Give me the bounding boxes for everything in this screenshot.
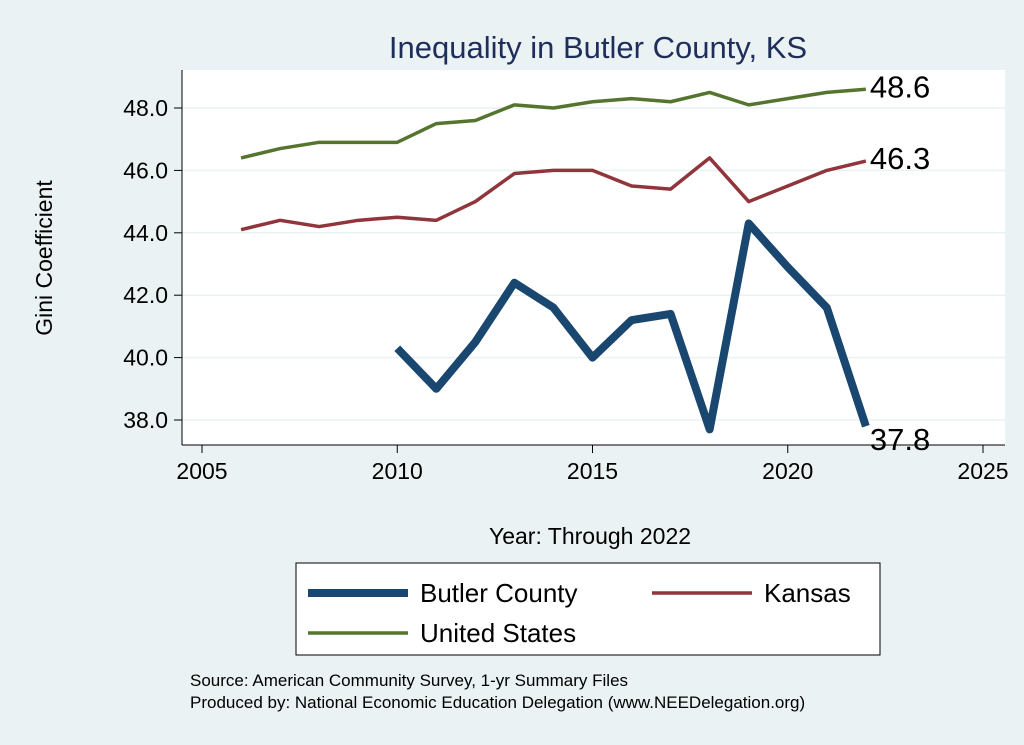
y-tick-label: 38.0 [123, 407, 168, 433]
legend-label: Kansas [764, 578, 851, 608]
y-tick-label: 44.0 [123, 220, 168, 246]
legend-label: United States [420, 618, 576, 648]
produced-by-note: Produced by: National Economic Education… [190, 693, 805, 712]
x-axis-label: Year: Through 2022 [489, 523, 691, 549]
series-line-united-states [240, 87, 866, 160]
chart-title: Inequality in Butler County, KS [389, 30, 807, 65]
series-line-kansas [240, 156, 867, 232]
legend [295, 562, 881, 656]
y-axis-label: Gini Coefficient [31, 180, 57, 336]
x-tick-label: 2025 [957, 458, 1008, 484]
x-tick-label: 2010 [372, 458, 423, 484]
end-value-label: 37.8 [870, 422, 930, 457]
x-tick-label: 2015 [567, 458, 618, 484]
end-value-label: 48.6 [870, 69, 930, 104]
y-tick-label: 48.0 [123, 95, 168, 121]
end-value-label: 46.3 [870, 141, 930, 176]
x-tick-label: 2020 [762, 458, 813, 484]
x-tick-label: 2005 [176, 458, 227, 484]
plot-area [182, 70, 1005, 445]
source-note: Source: American Community Survey, 1-yr … [190, 671, 628, 690]
y-tick-label: 42.0 [123, 282, 168, 308]
y-tick-label: 40.0 [123, 345, 168, 371]
series-line-butler-county [394, 219, 870, 434]
legend-label: Butler County [420, 578, 578, 608]
y-tick-label: 46.0 [123, 157, 168, 183]
